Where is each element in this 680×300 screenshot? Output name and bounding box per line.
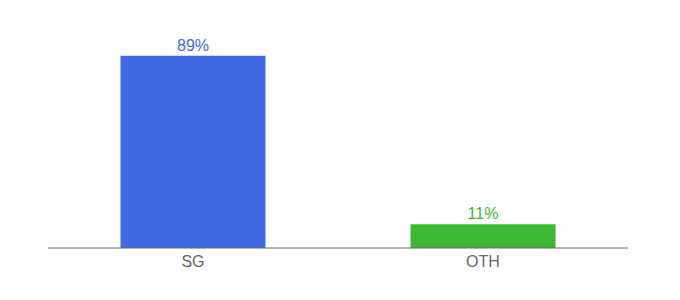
- svg-text:11%: 11%: [468, 205, 499, 222]
- svg-text:SG: SG: [181, 253, 204, 270]
- svg-text:89%: 89%: [177, 37, 209, 54]
- svg-text:OTH: OTH: [466, 253, 500, 270]
